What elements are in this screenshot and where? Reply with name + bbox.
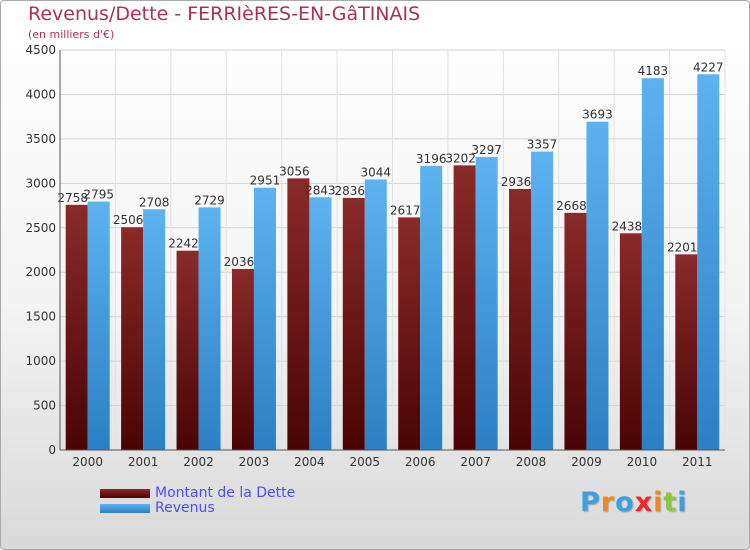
bar-revenue <box>143 209 166 450</box>
bar-debt <box>287 178 310 450</box>
data-label-revenue: 2951 <box>250 174 281 188</box>
logo-letter: x <box>634 487 654 518</box>
data-label-debt: 2036 <box>224 255 255 269</box>
y-tick-label: 4500 <box>25 43 56 57</box>
y-tick-label: 2000 <box>25 265 56 279</box>
bar-debt <box>121 227 144 450</box>
data-label-debt: 3202 <box>445 151 476 165</box>
data-label-debt: 2836 <box>335 184 366 198</box>
x-tick-label: 2008 <box>516 455 547 469</box>
x-tick-label: 2001 <box>128 455 159 469</box>
data-label-revenue: 3357 <box>527 138 558 152</box>
data-label-revenue: 3044 <box>361 165 392 179</box>
data-label-revenue: 3196 <box>416 152 447 166</box>
data-label-revenue: 4183 <box>638 64 669 78</box>
bar-debt <box>65 204 88 450</box>
bar-revenue <box>87 201 110 450</box>
bar-revenue <box>697 74 720 451</box>
data-label-debt: 2242 <box>168 237 199 251</box>
logo-letter: r <box>600 487 616 518</box>
bar-debt <box>564 212 587 450</box>
legend-label-revenue: Revenus <box>155 500 215 516</box>
y-tick-label: 1000 <box>25 354 56 368</box>
data-label-debt: 2506 <box>113 213 144 227</box>
legend-swatch-revenue <box>100 504 150 513</box>
x-tick-label: 2002 <box>183 455 214 469</box>
data-label-revenue: 2708 <box>139 195 170 209</box>
x-tick-label: 2005 <box>350 455 381 469</box>
logo-letter: P <box>580 487 601 518</box>
y-tick-label: 3500 <box>25 132 56 146</box>
data-label-debt: 2201 <box>667 240 698 254</box>
data-label-debt: 3056 <box>279 164 310 178</box>
bar-debt <box>675 254 698 450</box>
x-tick-label: 2006 <box>405 455 436 469</box>
y-tick-label: 3000 <box>25 176 56 190</box>
logo-letter: i <box>677 487 688 518</box>
legend-swatch-debt <box>100 489 150 498</box>
legend-label-debt: Montant de la Dette <box>155 485 296 501</box>
logo-letter: o <box>615 487 635 518</box>
bar-revenue <box>586 121 609 450</box>
bar-revenue <box>364 179 387 450</box>
x-tick-label: 2010 <box>627 455 658 469</box>
y-tick-label: 0 <box>48 443 56 457</box>
x-tick-label: 2003 <box>239 455 270 469</box>
bar-revenue <box>641 78 664 450</box>
logo-letter: t <box>663 487 678 518</box>
data-label-revenue: 2843 <box>305 183 336 197</box>
chart-subtitle: (en milliers d'€) <box>28 28 115 41</box>
x-tick-label: 2007 <box>460 455 491 469</box>
data-label-debt: 2936 <box>501 175 532 189</box>
x-tick-label: 2011 <box>682 455 713 469</box>
y-tick-label: 1500 <box>25 310 56 324</box>
y-tick-label: 4000 <box>25 87 56 101</box>
bar-revenue <box>309 197 332 450</box>
bar-debt <box>176 250 199 450</box>
chart-title: Revenus/Dette - FERRIèRES-EN-GâTINAIS <box>28 3 421 25</box>
y-tick-label: 500 <box>33 399 56 413</box>
bar-debt <box>619 233 642 450</box>
data-label-revenue: 4227 <box>693 60 724 74</box>
data-label-debt: 2668 <box>556 199 587 213</box>
data-label-revenue: 3297 <box>471 143 502 157</box>
bar-revenue <box>420 165 443 450</box>
bar-revenue <box>253 187 276 450</box>
bar-debt <box>342 197 365 450</box>
logo-letter: i <box>653 487 664 518</box>
data-label-debt: 2758 <box>57 191 88 205</box>
x-tick-label: 2000 <box>72 455 103 469</box>
bar-revenue <box>531 151 554 450</box>
bar-revenue <box>198 207 221 450</box>
data-label-revenue: 2729 <box>194 193 225 207</box>
data-label-revenue: 3693 <box>582 108 613 122</box>
x-tick-label: 2009 <box>571 455 602 469</box>
y-tick-label: 2500 <box>25 221 56 235</box>
bar-debt <box>509 189 532 450</box>
data-label-debt: 2617 <box>390 203 421 217</box>
bar-debt <box>231 269 254 450</box>
bar-revenue <box>475 156 498 450</box>
data-label-debt: 2438 <box>612 219 643 233</box>
x-tick-label: 2004 <box>294 455 325 469</box>
bar-debt <box>453 165 476 450</box>
bar-debt <box>398 217 421 450</box>
data-label-revenue: 2795 <box>83 188 114 202</box>
proxiti-logo: Proxiti <box>580 487 688 518</box>
